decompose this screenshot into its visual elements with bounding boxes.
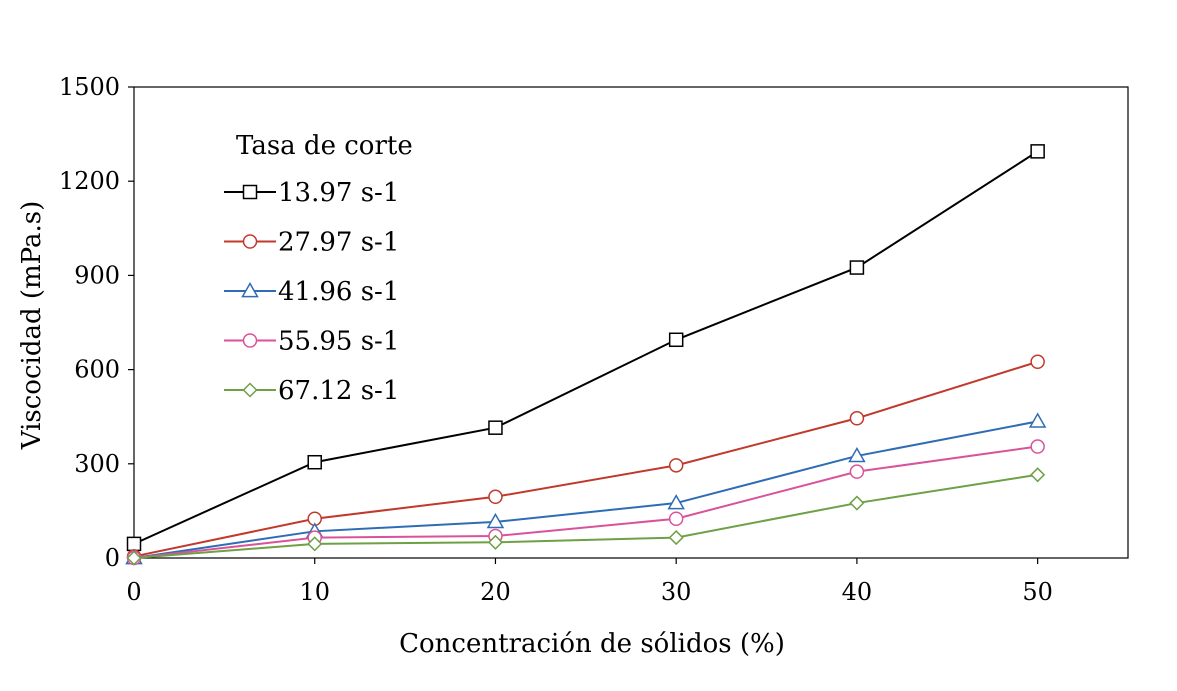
data-point	[849, 464, 865, 479]
data-point	[486, 512, 505, 529]
data-point	[667, 494, 685, 510]
series-line	[133, 360, 1038, 558]
series-line	[133, 420, 1038, 559]
y-axis-title: Viscocidad (mPa.s)	[17, 201, 47, 451]
data-point	[849, 495, 865, 511]
x-tick-label: 30	[661, 578, 692, 606]
x-axis-title: Concentración de sólidos (%)	[399, 629, 785, 659]
data-point	[668, 332, 684, 348]
y-tick-label: 900	[74, 261, 120, 289]
data-point	[1030, 144, 1045, 159]
legend-label: 27.97 s-1	[278, 228, 399, 258]
x-tick-label: 50	[1022, 578, 1053, 606]
y-tick-label: 1200	[59, 167, 120, 195]
legend-label: 41.96 s-1	[278, 277, 399, 307]
data-point	[668, 530, 684, 546]
y-tick-label: 300	[74, 450, 120, 478]
data-point	[307, 536, 323, 552]
data-point	[849, 411, 865, 426]
legend-label: 67.12 s-1	[278, 376, 399, 406]
plot-area-frame	[133, 86, 1129, 559]
legend-marker	[242, 382, 258, 398]
legend-marker	[242, 184, 258, 200]
y-tick-label: 1500	[59, 73, 120, 101]
y-tick-label: 0	[105, 544, 120, 572]
legend-title: Tasa de corte	[236, 131, 413, 161]
data-point	[668, 511, 684, 526]
legend-marker	[241, 282, 259, 298]
data-point	[488, 420, 503, 435]
data-point	[1030, 439, 1045, 454]
x-tick-label: 40	[842, 578, 873, 606]
series-line	[133, 150, 1039, 545]
legend-marker	[242, 234, 258, 249]
x-tick-label: 20	[480, 578, 511, 606]
legend-label: 55.95 s-1	[278, 327, 399, 357]
x-tick-label: 10	[299, 578, 330, 606]
data-point	[1028, 412, 1047, 428]
data-point	[1030, 467, 1046, 483]
data-point	[668, 458, 684, 473]
series-line	[133, 473, 1038, 559]
x-tick-label: 0	[126, 578, 141, 606]
data-point	[848, 446, 866, 463]
data-point	[487, 534, 504, 550]
data-point	[307, 454, 322, 470]
series-line	[133, 445, 1038, 559]
data-point	[126, 550, 142, 566]
legend-label: 13.97 s-1	[278, 178, 399, 208]
data-point	[126, 536, 142, 552]
legend-marker	[242, 333, 258, 348]
data-point	[849, 260, 865, 275]
y-tick-label: 600	[74, 356, 120, 384]
data-point	[488, 489, 503, 505]
data-point	[1030, 354, 1045, 369]
